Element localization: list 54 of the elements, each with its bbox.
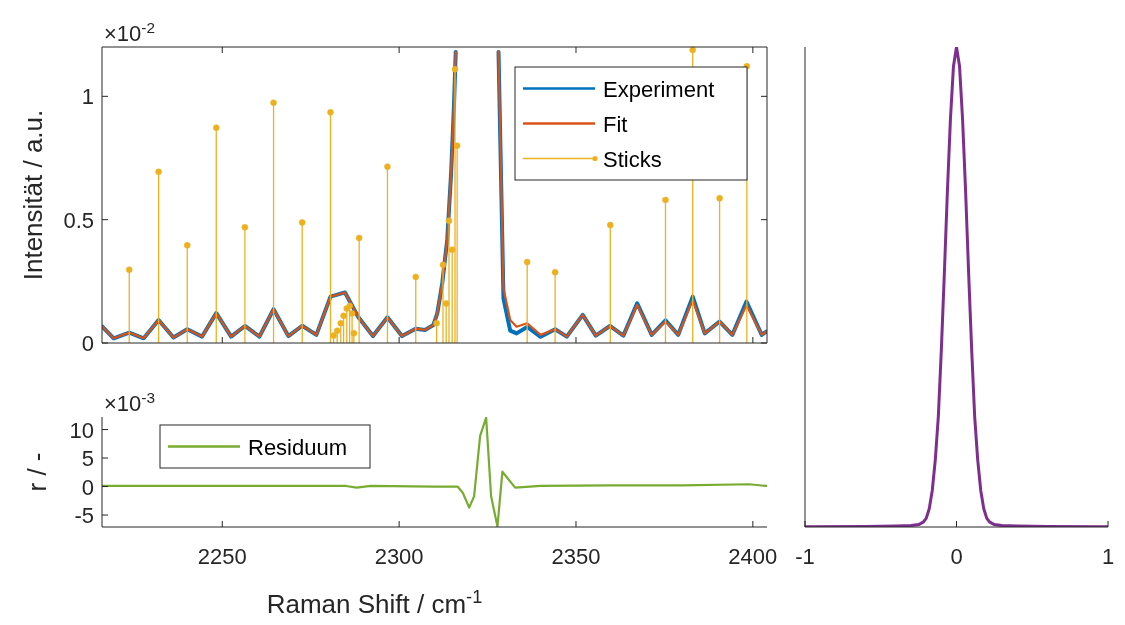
y-tick-label: -5 [74, 503, 94, 529]
point [333, 327, 341, 334]
point [355, 234, 363, 242]
point [451, 65, 459, 73]
point [241, 224, 249, 231]
point [125, 266, 133, 273]
x-tick-label: -1 [795, 544, 815, 569]
point [448, 246, 456, 254]
legend-label: Experiment [603, 76, 715, 102]
point [348, 310, 356, 317]
point [412, 273, 419, 281]
point [298, 219, 306, 226]
point [607, 221, 614, 229]
y-tick-label: 0 [81, 474, 94, 500]
x-tick-label: 2400 [728, 544, 778, 569]
y-tick-label: 10 [69, 417, 94, 443]
x-tick-label: 2250 [197, 544, 247, 569]
legend-label: Residuum [248, 434, 348, 460]
point [689, 46, 696, 54]
x-tick-label: 1 [1101, 544, 1115, 569]
text: ×10$^{-3}$ [104, 388, 156, 416]
y-axis-title: r / - [22, 452, 52, 492]
point [716, 194, 723, 202]
y-axis-title: Intensität / a.u. [18, 109, 48, 281]
point [337, 320, 345, 327]
point [445, 217, 453, 224]
legend-label: Sticks [603, 146, 662, 172]
line-series [102, 417, 767, 527]
point [155, 168, 162, 176]
point [213, 124, 220, 131]
point [662, 196, 669, 204]
point [184, 242, 191, 249]
point [350, 329, 358, 337]
point [433, 320, 440, 327]
x-axis-title: Raman Shift / cm$^{-1}$ [266, 587, 483, 619]
text: ×10$^{-2}$ [104, 18, 156, 46]
point [442, 300, 450, 307]
point [551, 268, 559, 276]
y-tick-label: 1 [81, 84, 94, 110]
y-tick-label: 0.5 [63, 207, 94, 233]
legend-label: Fit [603, 111, 628, 137]
point [453, 142, 461, 149]
point [327, 109, 334, 116]
x-tick-label: 0 [950, 544, 963, 569]
point [330, 332, 337, 339]
x-tick-label: 2350 [551, 544, 601, 569]
point [439, 261, 447, 269]
point [270, 99, 277, 106]
point [340, 312, 347, 320]
y-tick-label: 0 [81, 331, 94, 356]
y-tick-label: 5 [81, 446, 94, 472]
x-tick-label: 2300 [374, 544, 424, 569]
point [523, 258, 531, 266]
point [384, 163, 391, 170]
